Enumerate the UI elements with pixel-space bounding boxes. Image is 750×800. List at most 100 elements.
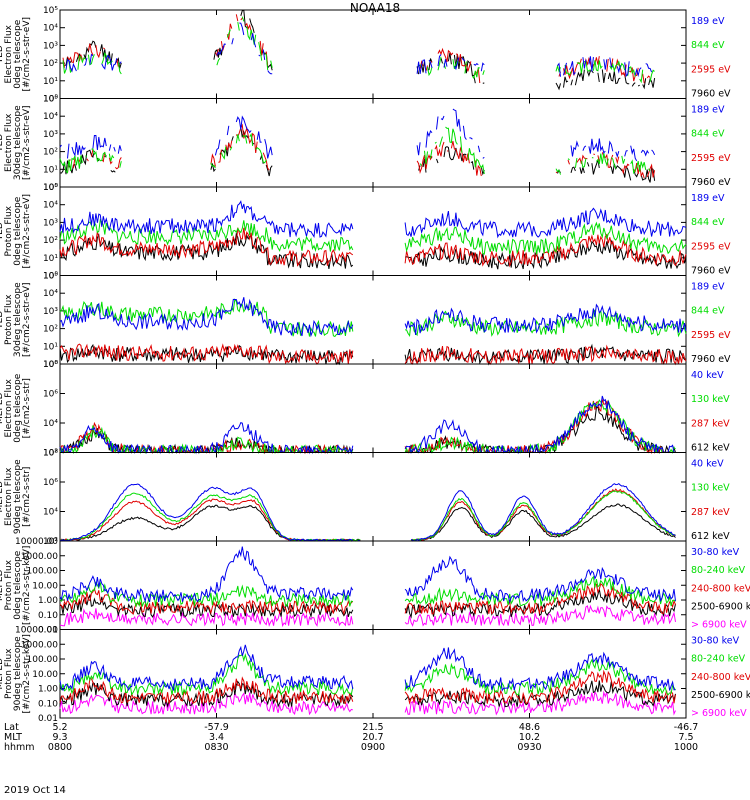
legend-entry: 189 eV: [691, 105, 725, 116]
x-tick-label: -46.7: [674, 722, 699, 733]
y-axis-label-line: Proton Flux: [4, 294, 14, 345]
series-line: [59, 575, 676, 608]
legend-entry: > 6900 keV: [691, 620, 747, 631]
legend-entry: 844 eV: [691, 217, 725, 228]
y-tick-label: 100.00: [27, 567, 59, 577]
series-line: [59, 297, 687, 338]
x-tick-label: 0800: [48, 742, 72, 753]
legend-entry: 287 keV: [691, 418, 730, 429]
series-line: [59, 108, 656, 162]
y-axis-label: MEPEDProton Flux90deg telescope[#/cm2-s-…: [0, 634, 32, 713]
y-axis-label: TEDProton Flux30deg telescope[#/cm2-s-st…: [0, 282, 32, 357]
panel-4: 10⁰ 10¹ 10² 10³ 10⁴ 10⁵ TEDProton Flux30deg te…: [0, 272, 731, 371]
y-axis-label-line: Electron Flux: [4, 113, 14, 172]
y-tick-label: 10³: [43, 41, 58, 51]
series-line: [59, 343, 687, 366]
y-tick-label: 10⁰: [43, 360, 58, 370]
x-tick-label: 0830: [204, 742, 228, 753]
x-tick-label: 48.6: [519, 722, 540, 733]
y-tick-label: 10⁰: [43, 95, 58, 105]
legend-entry: 7960 eV: [691, 354, 731, 365]
y-tick-label: 1000.00: [21, 640, 58, 650]
legend-entry: 2595 eV: [691, 153, 731, 164]
series-line: [60, 127, 656, 183]
panel-5: 10² 10⁴ 10⁶ 10⁸ MEPEDElectron Flux0deg teles…: [0, 360, 730, 459]
series-line: [59, 231, 687, 270]
series-line: [59, 503, 676, 542]
x-tick-label: -57.9: [204, 722, 229, 733]
panel-2: 10⁰ 10¹ 10² 10³ 10⁴ 10⁵ TEDElectron Flux30deg …: [0, 95, 731, 194]
y-axis-label-line: Proton Flux: [4, 648, 14, 699]
y-axis-label-line: [#/cm2-s-str-eV]: [22, 194, 32, 269]
legend-entry: 844 eV: [691, 40, 725, 51]
series-line: [59, 399, 676, 455]
series-line: [59, 482, 676, 542]
series-line: [60, 127, 653, 175]
y-axis-label: TEDElectron Flux0deg telescope[#/cm2-s-s…: [0, 17, 32, 92]
y-axis-label-line: TED: [0, 222, 5, 241]
y-tick-label: 10⁵: [43, 6, 58, 16]
y-tick-label: 10⁵: [43, 183, 58, 193]
x-tick-label: 0900: [361, 742, 385, 753]
y-tick-label: 10⁵: [43, 272, 58, 282]
y-tick-label: 10⁸: [43, 449, 58, 459]
y-tick-label: 10²: [43, 59, 58, 69]
y-tick-label: 10²: [43, 449, 58, 459]
y-axis-label: MEPEDProton Flux0deg telescope[#/cm2-s-s…: [0, 546, 32, 625]
legend-entry: 130 keV: [691, 394, 730, 405]
series-line: [65, 22, 653, 78]
legend-entry: 189 eV: [691, 282, 725, 293]
y-tick-label: 0.10: [38, 611, 58, 621]
series-line: [59, 644, 676, 692]
legend-entry: 30-80 keV: [691, 547, 740, 558]
panel-frame: [59, 452, 687, 542]
y-tick-label: 1.00: [38, 685, 58, 695]
y-axis-label-line: Electron Flux: [4, 24, 14, 83]
y-axis-label-line: [#/cm2-s-str-keV]: [22, 634, 32, 713]
series-line: [64, 9, 656, 91]
y-axis-label-line: MEPED: [0, 569, 5, 601]
legend-entry: 7960 eV: [691, 177, 731, 188]
y-axis-label-line: [#/cm2-s-str]: [22, 467, 32, 527]
series-line: [63, 14, 655, 83]
panel-6: 10² 10⁴ 10⁶ 10⁸ MEPEDElectron Flux90deg tele…: [0, 449, 730, 548]
y-tick-label: 10⁴: [43, 419, 58, 429]
legend-entry: 2595 eV: [691, 241, 731, 252]
series-line: [59, 680, 676, 708]
y-tick-label: 10.00: [32, 581, 58, 591]
y-axis-label-line: 30deg telescope: [13, 282, 23, 357]
legend-entry: 80-240 keV: [691, 565, 746, 576]
y-tick-label: 10³: [43, 130, 58, 140]
date-label: 2019 Oct 14: [4, 785, 66, 796]
chart-title: NOAA18: [349, 1, 401, 15]
legend-entry: 612 keV: [691, 531, 730, 542]
y-tick-label: 10³: [43, 218, 58, 228]
series-line: [59, 395, 676, 455]
y-axis-label-line: MEPED: [0, 392, 5, 424]
y-tick-label: 0.01: [38, 714, 58, 724]
y-axis-label-line: 30deg telescope: [13, 105, 23, 180]
legend-entry: 7960 eV: [691, 89, 731, 100]
y-tick-label: 1.00: [38, 596, 58, 606]
y-tick-label: 10⁴: [43, 24, 58, 34]
y-axis-label: TEDElectron Flux30deg telescope[#/cm2-s-…: [0, 105, 32, 180]
y-axis-label-line: Electron Flux: [4, 467, 14, 526]
y-tick-label: 10⁴: [43, 201, 58, 211]
y-axis-label-line: 0deg telescope: [13, 550, 23, 620]
y-tick-label: 1000.00: [21, 552, 58, 562]
panel-1: 10⁰ 10¹ 10² 10³ 10⁴ 10⁵ TEDElectron Flux0deg t…: [0, 6, 731, 105]
y-axis-label-line: MEPED: [0, 658, 5, 690]
legend-entry: 2500-6900 keV: [691, 690, 750, 701]
series-line: [59, 604, 676, 628]
y-axis-label: MEPEDElectron Flux90deg telescope[#/cm2-…: [0, 459, 32, 534]
x-tick-label: 9.3: [52, 732, 67, 743]
y-axis-label-line: [#/cm2-s-str-keV]: [22, 546, 32, 625]
legend-entry: 30-80 keV: [691, 636, 740, 647]
legend-entry: 612 keV: [691, 443, 730, 454]
legend-entry: 189 eV: [691, 193, 725, 204]
panel-frame: [59, 629, 687, 719]
panel-8: 0.010.101.0010.00100.001000.0010000.00ME…: [0, 626, 750, 725]
x-row-label: Lat: [4, 722, 19, 733]
y-tick-label: 10⁶: [43, 390, 58, 400]
x-tick-label: 3.4: [209, 732, 224, 743]
